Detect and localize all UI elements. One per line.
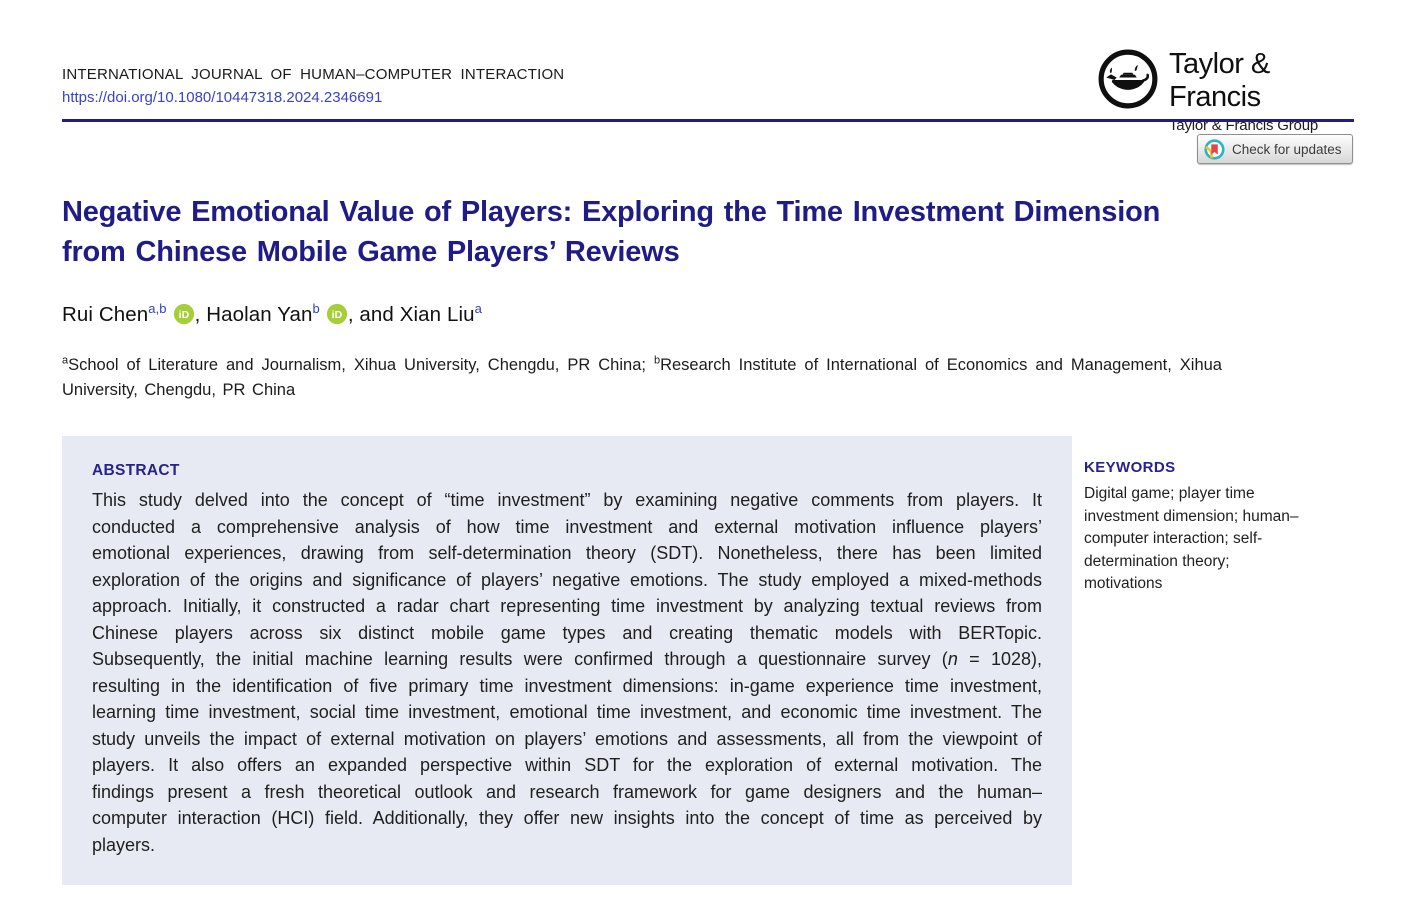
- crossmark-icon: [1204, 138, 1225, 160]
- affiliations: aSchool of Literature and Journalism, Xi…: [62, 353, 1222, 403]
- author-name-1: Rui Chen: [62, 303, 149, 326]
- header-divider: [62, 119, 1354, 122]
- check-for-updates-label: Check for updates: [1232, 141, 1342, 157]
- abstract-text-part2: = 1028), resulting in the identification…: [92, 649, 1042, 855]
- author-affil-sup-1: a,b: [148, 301, 167, 317]
- keywords-text: Digital game; player time investment dim…: [1084, 485, 1299, 592]
- author-separator-last: , and: [347, 303, 400, 326]
- taylor-francis-lamp-icon: [1097, 48, 1159, 115]
- keywords-heading: KEYWORDS: [1084, 459, 1176, 476]
- doi-link[interactable]: https://doi.org/10.1080/10447318.2024.23…: [62, 89, 383, 106]
- author-name-2: Haolan Yan: [206, 303, 313, 326]
- article-title-line-1: Negative Emotional Value of Players: Exp…: [62, 196, 1161, 228]
- affiliation-sup-b: b: [653, 354, 661, 367]
- article-title-line-2: from Chinese Mobile Game Players’ Review…: [62, 236, 680, 268]
- author-name-3: Xian Liu: [399, 303, 475, 326]
- sample-size-variable: n: [947, 649, 958, 669]
- orcid-icon[interactable]: iD: [326, 303, 348, 331]
- affiliation-text-b: Research Institute of International of E…: [62, 356, 1222, 399]
- article-title: Negative Emotional Value of Players: Exp…: [62, 192, 1362, 272]
- keywords-panel: KEYWORDS Digital game; player time inves…: [1084, 459, 1302, 596]
- check-for-updates-button[interactable]: Check for updates: [1197, 134, 1353, 164]
- author-affil-sup-3: a: [474, 301, 482, 317]
- abstract-heading: ABSTRACT: [92, 462, 180, 479]
- affiliation-sup-a: a: [62, 354, 69, 367]
- journal-name: INTERNATIONAL JOURNAL OF HUMAN–COMPUTER …: [62, 66, 565, 83]
- abstract-panel: ABSTRACT This study delved into the conc…: [62, 436, 1072, 885]
- svg-text:iD: iD: [331, 309, 342, 321]
- affiliation-text-a: School of Literature and Journalism, Xih…: [68, 356, 654, 374]
- svg-text:iD: iD: [178, 309, 189, 321]
- orcid-icon[interactable]: iD: [173, 303, 195, 331]
- abstract-text: This study delved into the concept of “t…: [92, 487, 1042, 858]
- author-separator: ,: [194, 303, 207, 326]
- abstract-text-part1: This study delved into the concept of “t…: [92, 490, 1042, 669]
- author-list: Rui Chena,b iD, Haolan Yanb iD, and Xian L…: [62, 301, 482, 331]
- publisher-name: Taylor & Francis: [1169, 48, 1270, 113]
- author-affil-sup-2: b: [312, 301, 320, 317]
